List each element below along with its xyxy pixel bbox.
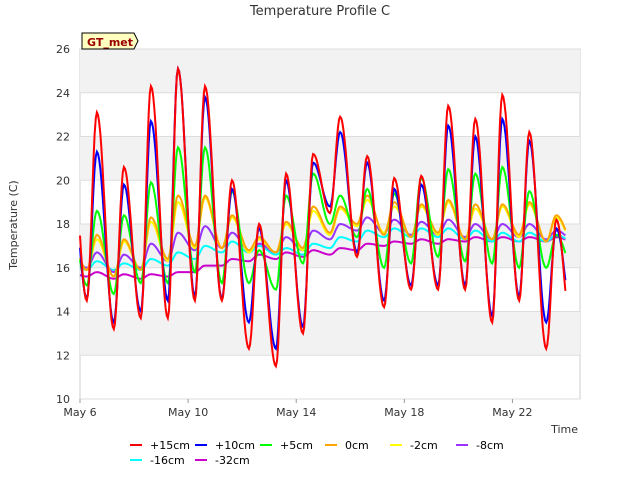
x-tick-label: May 14: [276, 406, 316, 419]
y-tick-label: 14: [56, 306, 70, 319]
y-tick-label: 20: [56, 174, 70, 187]
legend-label: -2cm: [410, 439, 438, 452]
legend-label: -8cm: [476, 439, 504, 452]
y-tick-label: 10: [56, 393, 70, 406]
legend-label: +5cm: [280, 439, 313, 452]
y-tick-label: 22: [56, 131, 70, 144]
chart-title: Temperature Profile C: [249, 4, 390, 19]
grid-lines: [80, 48, 580, 400]
x-tick-label: May 22: [492, 406, 532, 419]
y-tick-labels: 10 12 14 16 18 20 22 24 26: [56, 43, 70, 406]
x-tick-labels: May 6 May 10 May 14 May 18 May 22: [63, 399, 533, 419]
x-axis-label: Time: [550, 423, 578, 436]
plot-band: [80, 49, 580, 93]
legend: +15cm +10cm +5cm 0cm -2cm -8cm -16cm -32cm: [130, 439, 504, 467]
site-badge-shape: [81, 32, 139, 50]
x-tick-label: May 18: [384, 406, 424, 419]
plot-band: [80, 311, 580, 356]
series-lines: [79, 65, 567, 369]
y-tick-label: 16: [56, 262, 70, 275]
series-line-+15cm: [79, 65, 567, 369]
y-tick-label: 18: [56, 218, 70, 231]
y-tick-label: 12: [56, 349, 70, 362]
plot-band: [80, 136, 580, 181]
y-tick-label: 26: [56, 43, 70, 56]
legend-label: -16cm: [150, 454, 185, 467]
y-tick-label: 24: [56, 87, 70, 100]
legend-label: 0cm: [345, 439, 369, 452]
site-badge-label: GT_met: [87, 36, 133, 49]
legend-label: +10cm: [215, 439, 255, 452]
legend-label: +15cm: [150, 439, 190, 452]
site-badge: GT_met: [81, 32, 139, 50]
x-tick-label: May 10: [168, 406, 208, 419]
x-tick-label: May 6: [63, 406, 96, 419]
legend-label: -32cm: [215, 454, 250, 467]
y-axis-label: Temperature (C): [7, 180, 20, 270]
